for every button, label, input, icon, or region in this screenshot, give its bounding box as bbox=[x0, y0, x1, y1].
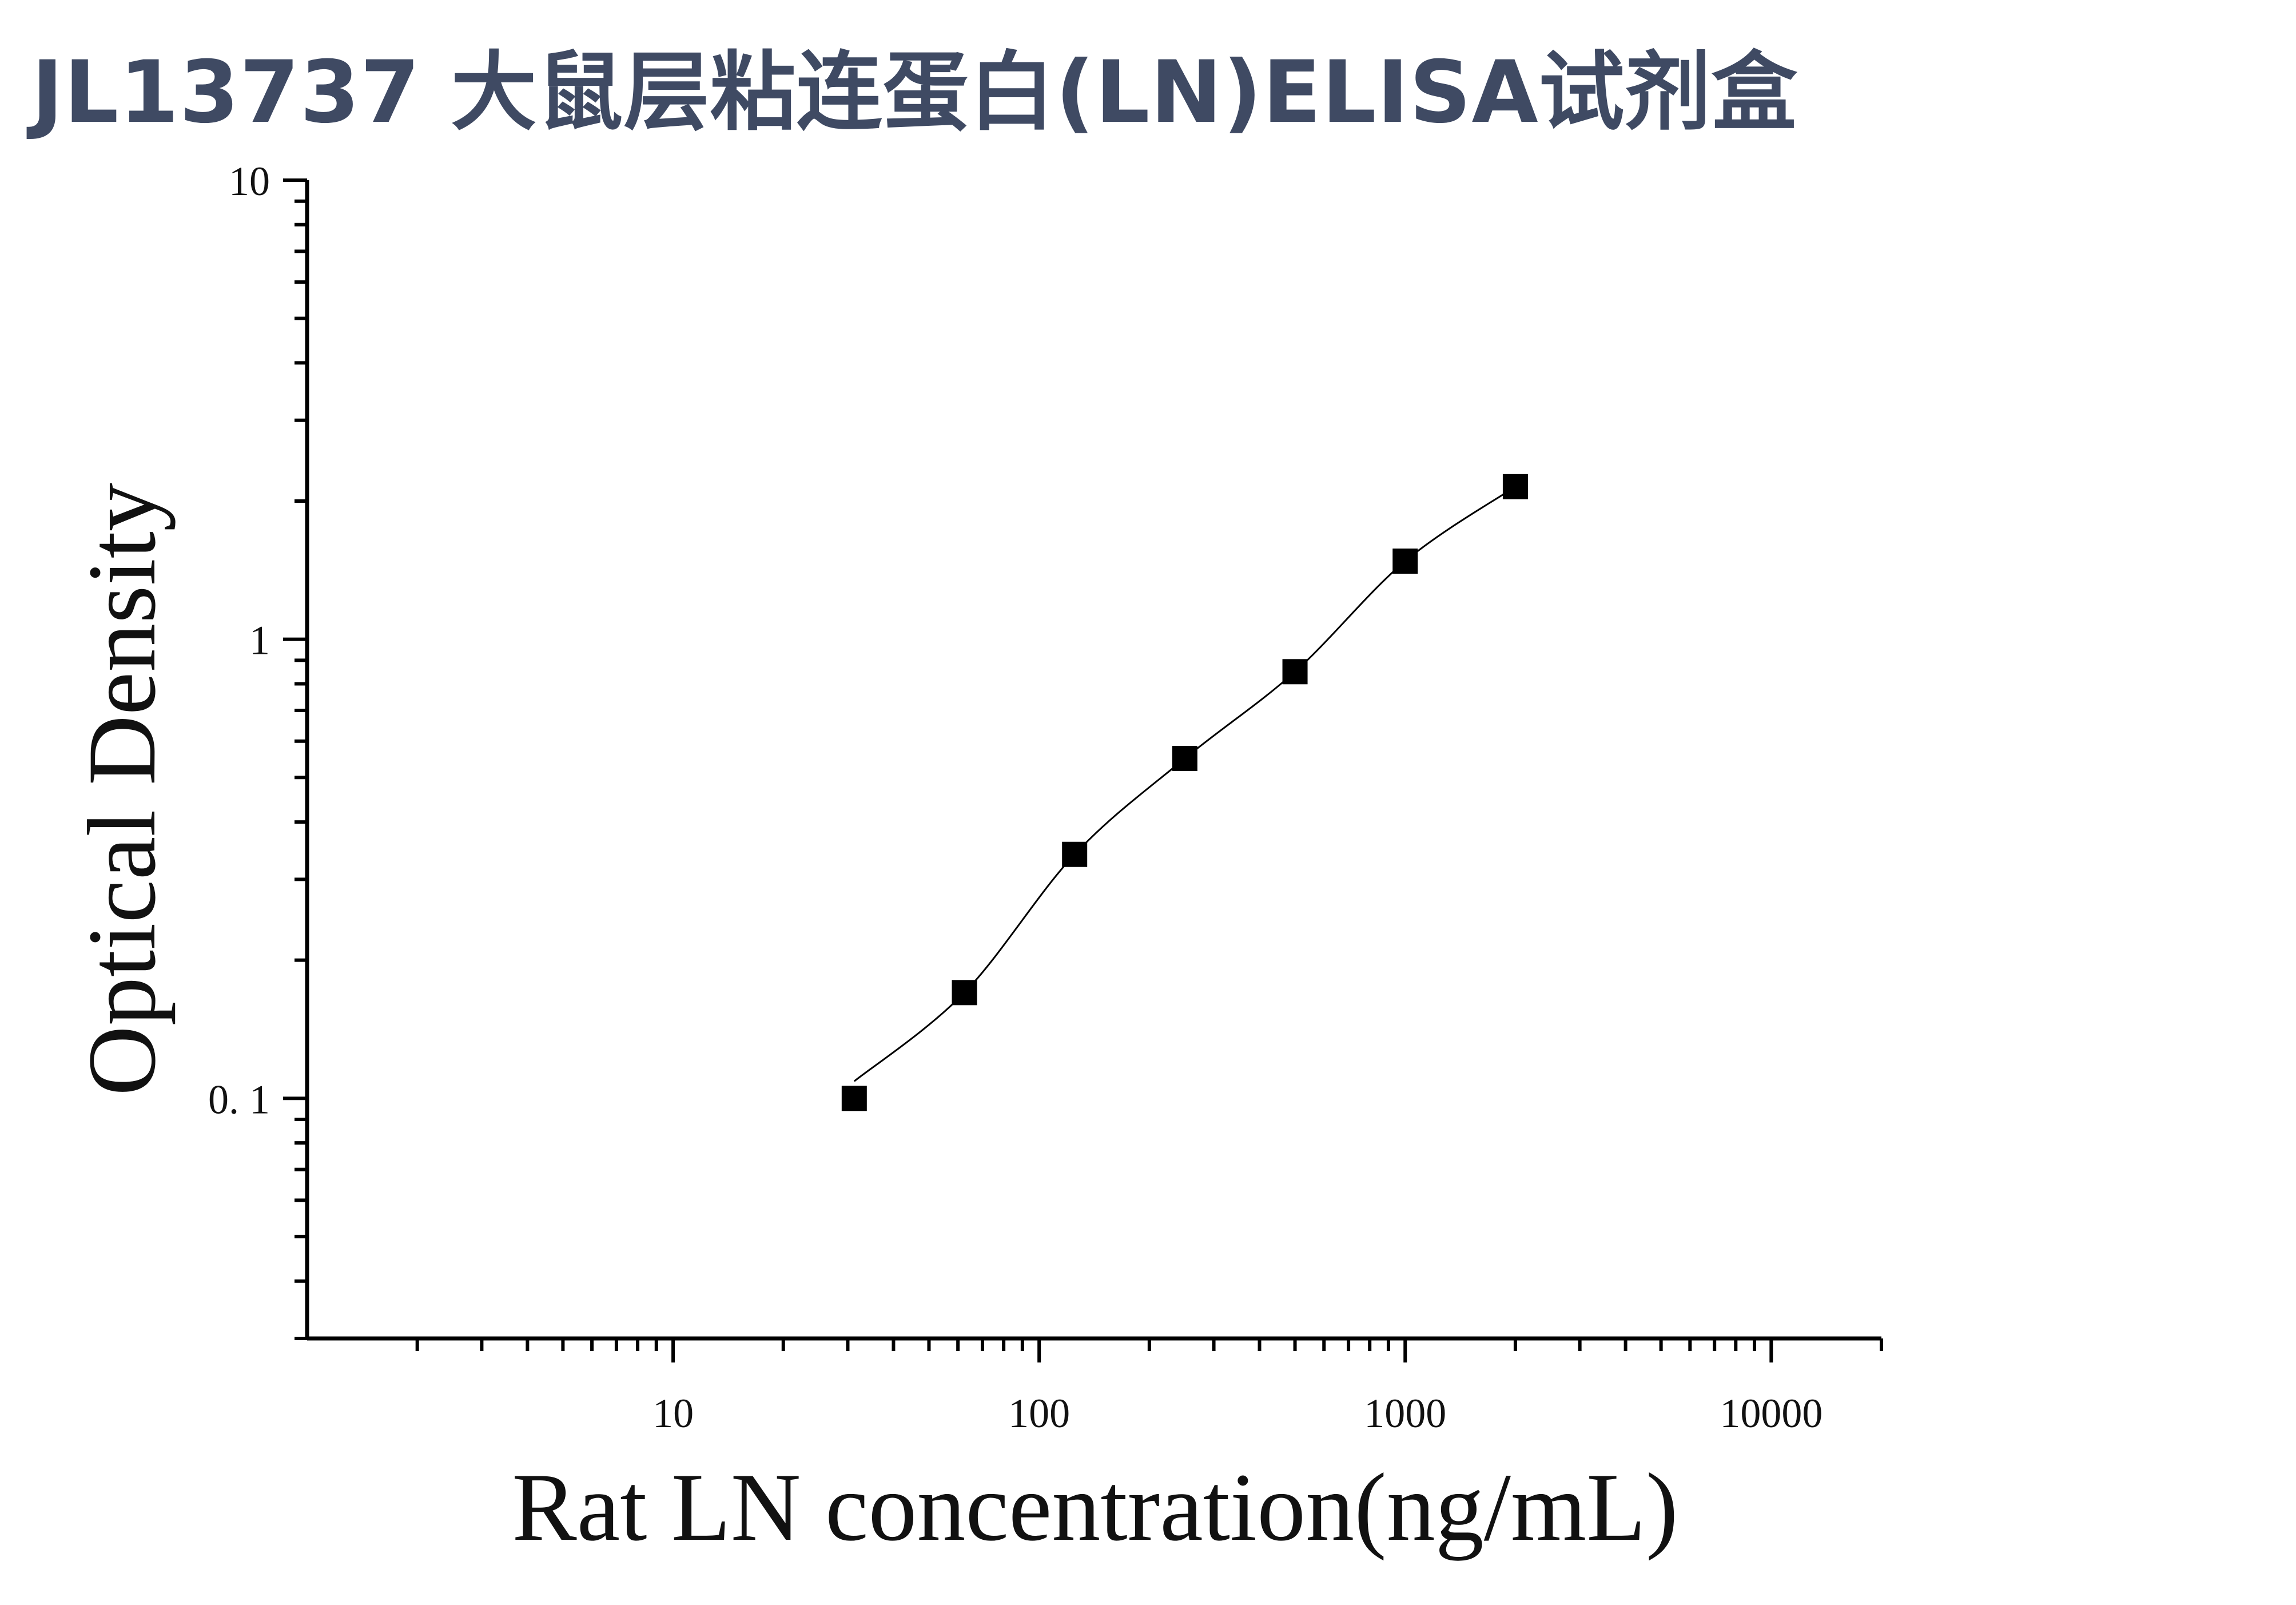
data-point bbox=[841, 1086, 867, 1111]
axes bbox=[305, 180, 1881, 1341]
data-point bbox=[1062, 841, 1088, 867]
x-tick-label: 10 bbox=[652, 1391, 694, 1436]
x-tick-label: 100 bbox=[1008, 1391, 1070, 1436]
x-tick-label: 10000 bbox=[1720, 1391, 1823, 1436]
y-tick-label: 0. 1 bbox=[208, 1076, 270, 1122]
tick-labels: 10 100 1000 10000 0. 1 1 10 bbox=[208, 158, 1823, 1436]
data-point bbox=[952, 980, 977, 1006]
y-tick-label: 1 bbox=[249, 618, 270, 664]
data-point bbox=[1502, 474, 1528, 499]
x-tick-label: 1000 bbox=[1364, 1391, 1446, 1436]
y-axis-title: Optical Density bbox=[68, 483, 176, 1096]
data-points bbox=[841, 474, 1528, 1111]
data-point bbox=[1172, 746, 1197, 772]
chart-title: JL13737 大鼠层粘连蛋白(LN)ELISA试剂盒 bbox=[31, 43, 1798, 142]
y-tick-label: 10 bbox=[229, 158, 270, 204]
ticks bbox=[283, 178, 1883, 1362]
data-point bbox=[1282, 659, 1308, 685]
data-point bbox=[1392, 548, 1418, 574]
x-axis-title: Rat LN concentration(ng/mL) bbox=[512, 1453, 1678, 1561]
